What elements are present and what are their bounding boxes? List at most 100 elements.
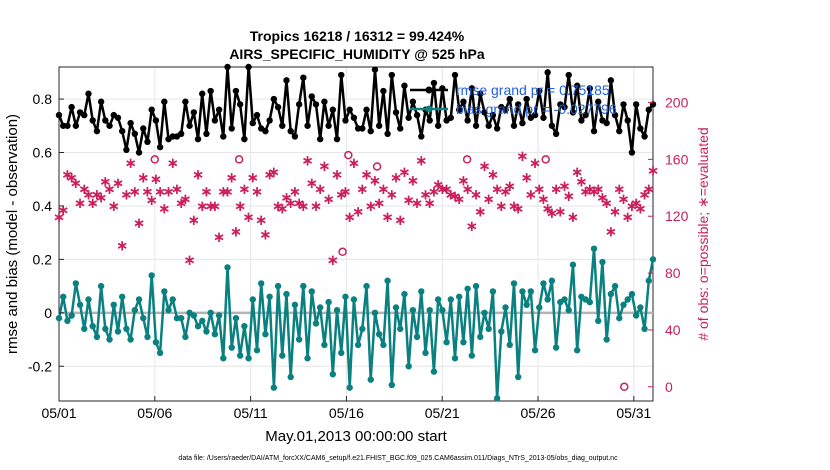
rmse-point: [321, 98, 328, 105]
bias-point: [354, 341, 362, 349]
bias-point: [401, 290, 408, 298]
obs-evaluated-point: ∗: [221, 183, 234, 201]
data-file-footnote: data file: /Users/raeder/DAI/ATM_forcXX/…: [178, 455, 618, 462]
rmse-point: [641, 133, 648, 140]
obs-evaluated-point: ∗: [246, 168, 259, 186]
rmse-point: [460, 98, 467, 105]
bias-point: [72, 280, 80, 287]
obs-evaluated-point: ∗: [124, 154, 137, 172]
rmse-point: [245, 63, 252, 71]
bias-point: [460, 339, 467, 346]
rmse-point: [607, 77, 615, 84]
obs-evaluated-point: ∗: [318, 157, 331, 175]
rmse-point: [632, 101, 640, 108]
y-tick-label: -0.2: [28, 358, 52, 374]
chart-title-line1: Tropics 16218 / 16312 = 99.424%: [250, 28, 465, 44]
rmse-point: [363, 106, 370, 113]
bias-point: [493, 395, 501, 402]
obs-evaluated-point: ∗: [613, 180, 626, 198]
rmse-point: [392, 109, 400, 116]
bias-point: [93, 333, 101, 341]
legend-bias-marker: [425, 105, 433, 113]
x-axis-label: May.01,2013 00:00:00 start: [265, 428, 447, 445]
rmse-point: [582, 111, 589, 119]
x-tick-label: 05/11: [234, 405, 268, 421]
bias-point: [308, 288, 315, 295]
obs-evaluated-point: ∗: [546, 204, 559, 222]
x-tick-label: 05/31: [616, 405, 651, 421]
obs-evaluated-point: ∗: [322, 190, 335, 208]
obs-evaluated-point: ∗: [305, 174, 318, 192]
rmse-point: [295, 101, 303, 108]
bias-point: [456, 293, 463, 300]
bias-line: [57, 247, 655, 400]
rmse-point: [186, 122, 193, 129]
bias-point: [426, 306, 433, 314]
obs-evaluated-point: ∗: [327, 251, 340, 269]
obs-evaluated-point: ∗: [154, 183, 167, 201]
obs-evaluated-point: ∗: [525, 185, 538, 203]
bias-point: [485, 325, 492, 333]
obs-evaluated-point: ∗: [411, 194, 424, 212]
obs-evaluated-point: ∗: [352, 203, 365, 221]
bias-point: [333, 306, 341, 314]
bias-point: [573, 347, 581, 354]
bias-point: [321, 341, 328, 349]
obs-evaluated-point: ∗: [634, 200, 647, 218]
rmse-point: [338, 71, 345, 79]
bias-point: [586, 298, 594, 306]
obs-evaluated-point: ∗: [533, 180, 546, 198]
obs-evaluated-point: ∗: [179, 190, 192, 208]
bias-point: [375, 331, 383, 338]
rmse-point: [85, 90, 92, 97]
bias-point: [85, 296, 92, 303]
rmse-point: [93, 127, 101, 135]
rmse-point: [325, 122, 332, 129]
rmse-point: [127, 119, 134, 127]
bias-point: [552, 344, 560, 351]
bias-point: [97, 282, 105, 290]
rmse-point: [194, 135, 202, 143]
rmse-point: [279, 122, 286, 129]
rmse-point: [148, 106, 155, 113]
y-tick-label: 0.2: [33, 251, 53, 267]
obs-evaluated-point: ∗: [642, 180, 655, 198]
obs-evaluated-point: ∗: [402, 191, 415, 209]
rmse-point: [359, 125, 366, 132]
rmse-point: [506, 95, 513, 103]
obs-evaluated-point: ∗: [600, 194, 613, 212]
obs-evaluated-point: ∗: [280, 188, 293, 206]
rmse-point: [540, 114, 547, 121]
bias-point: [329, 371, 337, 378]
bias-point: [283, 290, 290, 298]
rmse-point: [224, 63, 231, 71]
obs-evaluated-point: ∗: [571, 163, 584, 181]
rmse-point: [536, 87, 543, 95]
obs-evaluated-point: ∗: [204, 197, 217, 215]
rmse-point: [569, 109, 577, 116]
bias-point: [118, 293, 126, 300]
bias-point: [287, 373, 294, 381]
bias-point: [498, 328, 505, 335]
rmse-point: [481, 109, 488, 116]
obs-evaluated-point: ∗: [554, 203, 567, 221]
bias-point: [611, 282, 619, 290]
obs-evaluated-point: ∗: [284, 194, 297, 212]
bias-point: [506, 341, 513, 349]
rmse-point: [616, 127, 623, 135]
rmse-point: [211, 117, 219, 124]
rmse-point: [283, 77, 290, 84]
bias-point: [131, 306, 139, 314]
obs-evaluated-point: ∗: [621, 208, 634, 226]
bias-point: [628, 290, 636, 298]
obs-evaluated-point: ∗: [289, 183, 302, 201]
obs-evaluated-point: ∗: [200, 183, 213, 201]
obs-evaluated-point: ∗: [188, 211, 201, 229]
rmse-point: [123, 146, 130, 154]
rmse-point: [228, 125, 235, 132]
bias-point: [569, 261, 577, 268]
y2-tick-label: 0: [665, 379, 673, 395]
rmse-point: [236, 101, 244, 108]
obs-evaluated-point: ∗: [65, 168, 78, 186]
obs-evaluated-point: ∗: [630, 194, 643, 212]
